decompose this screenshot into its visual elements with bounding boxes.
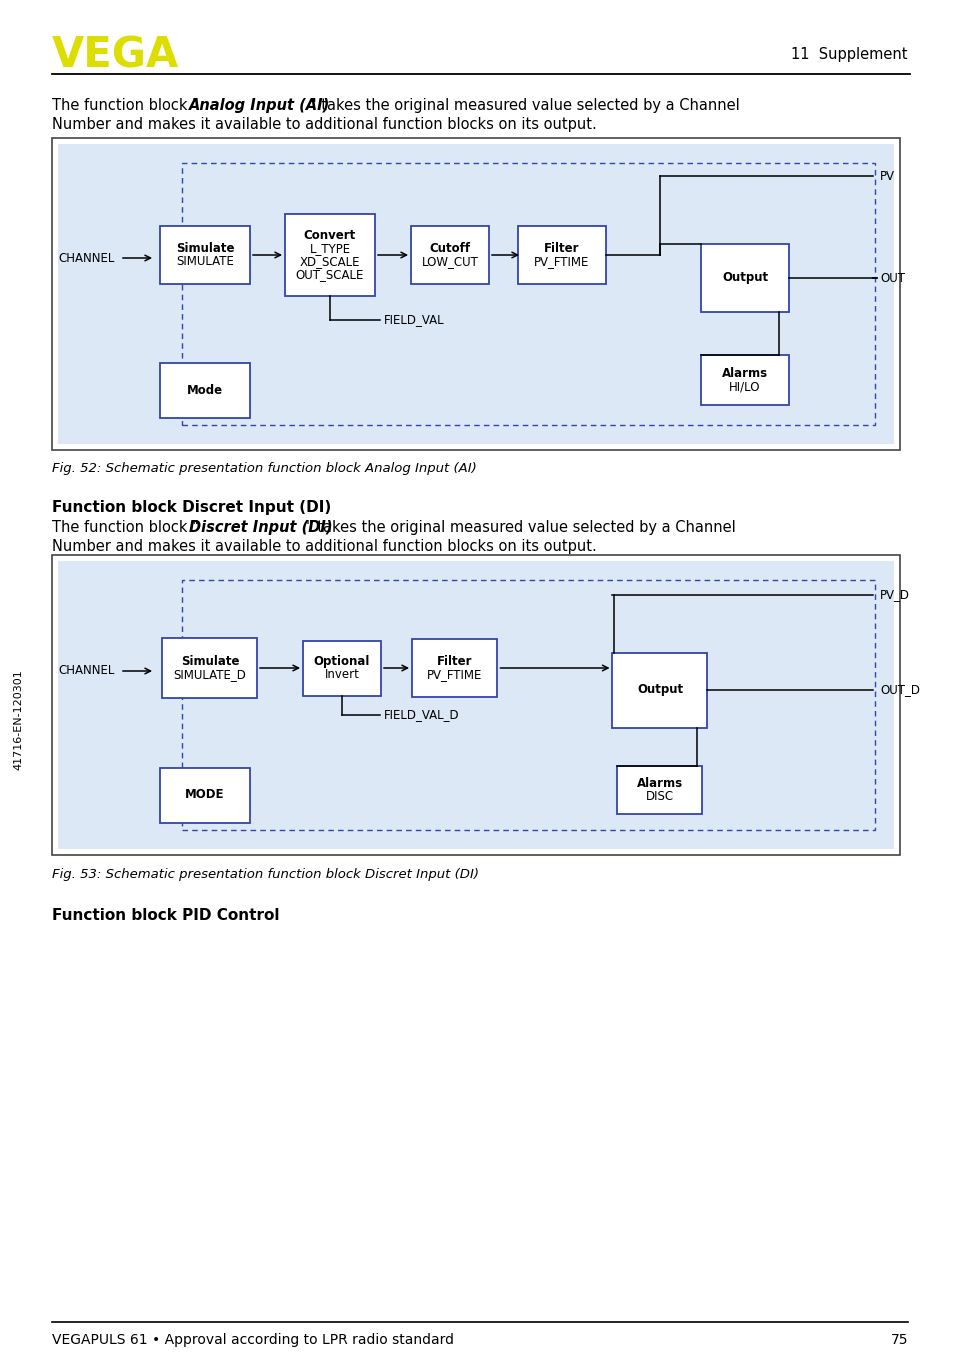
Text: 41716-EN-120301: 41716-EN-120301 <box>13 670 23 770</box>
Bar <box>285 214 375 297</box>
Bar <box>160 226 250 284</box>
Text: The function block ": The function block " <box>52 97 198 112</box>
Text: Fig. 52: Schematic presentation function block Analog Input (AI): Fig. 52: Schematic presentation function… <box>52 462 476 475</box>
Text: Optional: Optional <box>314 655 370 668</box>
Text: The function block ": The function block " <box>52 520 198 535</box>
Text: Number and makes it available to additional function blocks on its output.: Number and makes it available to additio… <box>52 116 597 131</box>
Text: Filter: Filter <box>543 242 579 255</box>
Text: Invert: Invert <box>324 668 359 681</box>
Text: Alarms: Alarms <box>721 367 767 380</box>
Bar <box>617 766 701 814</box>
Bar <box>58 144 893 444</box>
Text: Function block Discret Input (DI): Function block Discret Input (DI) <box>52 500 331 515</box>
Text: PV_D: PV_D <box>879 589 909 601</box>
Text: OUT_SCALE: OUT_SCALE <box>295 268 364 282</box>
Bar <box>700 244 788 311</box>
Text: Function block PID Control: Function block PID Control <box>52 909 279 923</box>
Text: Simulate: Simulate <box>175 242 234 255</box>
Text: 75: 75 <box>889 1332 907 1347</box>
Text: OUT: OUT <box>879 272 904 284</box>
Text: L_TYPE: L_TYPE <box>309 242 350 255</box>
Bar <box>612 653 707 727</box>
Bar <box>162 638 257 699</box>
Text: Filter: Filter <box>436 655 473 668</box>
Bar <box>700 355 788 405</box>
Bar <box>412 639 497 697</box>
Text: Fig. 53: Schematic presentation function block Discret Input (DI): Fig. 53: Schematic presentation function… <box>52 868 478 881</box>
Bar <box>52 138 899 450</box>
Text: 11  Supplement: 11 Supplement <box>791 47 907 62</box>
Text: LOW_CUT: LOW_CUT <box>421 255 478 268</box>
Text: FIELD_VAL_D: FIELD_VAL_D <box>384 708 459 722</box>
Text: Convert: Convert <box>304 229 355 242</box>
Text: OUT_D: OUT_D <box>879 684 919 696</box>
Text: PV_FTIME: PV_FTIME <box>534 255 589 268</box>
Text: Simulate: Simulate <box>180 655 239 668</box>
Bar <box>160 768 250 822</box>
Bar <box>160 363 250 417</box>
Text: " takes the original measured value selected by a Channel: " takes the original measured value sele… <box>306 520 735 535</box>
Text: XD_SCALE: XD_SCALE <box>299 255 360 268</box>
Bar <box>58 561 893 849</box>
Bar <box>182 162 874 425</box>
Text: Mode: Mode <box>187 383 223 397</box>
Bar <box>182 580 874 830</box>
Text: Discret Input (DI): Discret Input (DI) <box>189 520 333 535</box>
Text: SIMULATE_D: SIMULATE_D <box>173 668 246 681</box>
Text: Number and makes it available to additional function blocks on its output.: Number and makes it available to additio… <box>52 539 597 554</box>
Text: Output: Output <box>637 684 682 696</box>
Text: " takes the original measured value selected by a Channel: " takes the original measured value sele… <box>310 97 739 112</box>
Bar <box>52 555 899 854</box>
Text: CHANNEL: CHANNEL <box>58 665 114 677</box>
Text: MODE: MODE <box>185 788 225 802</box>
Text: Alarms: Alarms <box>637 777 682 789</box>
Bar <box>411 226 489 284</box>
Bar <box>303 640 380 696</box>
Text: PV: PV <box>879 169 894 183</box>
Text: PV_FTIME: PV_FTIME <box>427 668 482 681</box>
Text: VEGAPULS 61 • Approval according to LPR radio standard: VEGAPULS 61 • Approval according to LPR … <box>52 1332 454 1347</box>
Text: SIMULATE: SIMULATE <box>176 255 233 268</box>
Text: Cutoff: Cutoff <box>429 242 470 255</box>
Text: VEGA: VEGA <box>52 34 179 76</box>
Text: Output: Output <box>721 272 767 284</box>
Text: DISC: DISC <box>645 789 674 803</box>
Text: HI/LO: HI/LO <box>728 380 760 393</box>
Bar <box>517 226 605 284</box>
Text: CHANNEL: CHANNEL <box>58 252 114 264</box>
Text: FIELD_VAL: FIELD_VAL <box>384 314 444 326</box>
Text: Analog Input (AI): Analog Input (AI) <box>189 97 330 112</box>
